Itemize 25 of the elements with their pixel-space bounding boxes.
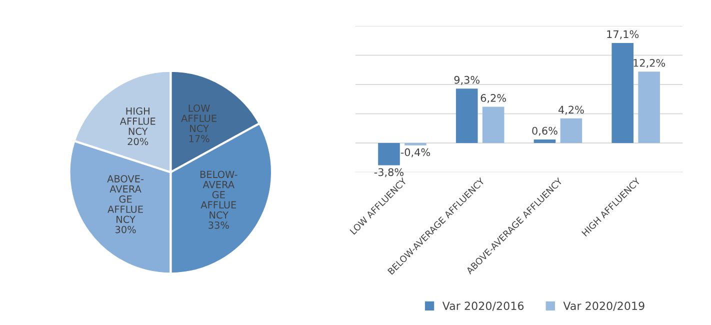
data-label: 30% xyxy=(115,226,136,234)
data-label: 33% xyxy=(208,221,229,229)
data-label: -3,8% xyxy=(374,168,404,178)
slice-label: BELOW- AVERA GE AFFLUE NCY xyxy=(200,170,238,219)
data-label: 6,2% xyxy=(480,94,506,103)
bar xyxy=(612,42,634,143)
bar xyxy=(456,88,478,143)
bar xyxy=(560,118,582,143)
data-label: 4,2% xyxy=(558,106,584,115)
legend-label: Var 2020/2016 xyxy=(442,302,524,311)
data-label: 9,3% xyxy=(454,76,480,85)
data-label: 17,1% xyxy=(607,30,639,40)
data-label: 0,6% xyxy=(532,126,558,136)
slice-label: ABOVE- AVERA GE AFFLUE NCY xyxy=(107,175,144,224)
slice-label: HIGH AFFLUE NCY xyxy=(120,107,156,136)
bar xyxy=(638,72,660,143)
data-label: 12,2% xyxy=(634,58,666,68)
slice-label: LOW AFFLUE NCY xyxy=(181,104,216,132)
bar xyxy=(482,106,504,143)
legend-label: Var 2020/2019 xyxy=(563,302,644,311)
data-label: 17% xyxy=(189,134,210,142)
bar xyxy=(378,143,400,166)
data-label: 20% xyxy=(128,138,148,146)
data-label: -0,4% xyxy=(400,148,430,158)
bar xyxy=(534,139,556,143)
